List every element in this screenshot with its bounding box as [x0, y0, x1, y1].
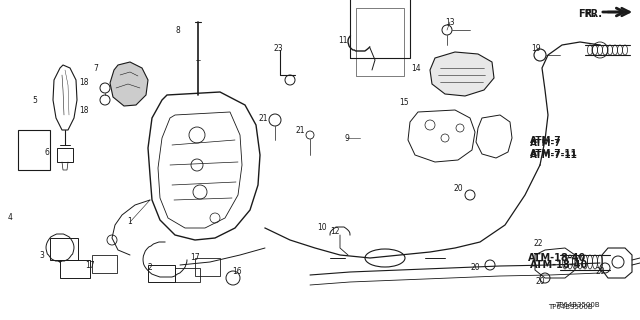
Text: 7: 7 [93, 63, 99, 73]
Text: 5: 5 [33, 95, 37, 105]
Text: 10: 10 [317, 223, 327, 233]
Bar [350, 0, 410, 58]
Text: 17: 17 [85, 260, 95, 269]
Text: 21: 21 [259, 114, 268, 123]
Text: 14: 14 [411, 63, 421, 73]
Text: 20: 20 [595, 268, 605, 276]
Text: 3: 3 [40, 251, 44, 260]
Text: 13: 13 [445, 18, 455, 27]
Text: FR.: FR. [584, 9, 602, 19]
Text: 15: 15 [399, 98, 409, 107]
Text: ATM-18-40: ATM-18-40 [530, 260, 588, 270]
Text: TP64B3500B: TP64B3500B [548, 304, 593, 310]
Text: 6: 6 [45, 148, 49, 156]
Text: 16: 16 [232, 268, 242, 276]
Text: 19: 19 [531, 44, 541, 52]
Bar [18, 130, 50, 170]
Text: 9: 9 [344, 133, 349, 142]
Text: FR.: FR. [578, 9, 596, 19]
Text: 20: 20 [453, 183, 463, 193]
Text: ATM-18-40: ATM-18-40 [528, 253, 586, 263]
Text: 18: 18 [79, 77, 89, 86]
Text: 20: 20 [470, 263, 480, 273]
Text: 21: 21 [295, 125, 305, 134]
Polygon shape [110, 62, 148, 106]
Text: 4: 4 [8, 213, 12, 222]
Text: 12: 12 [330, 228, 340, 236]
Text: 20: 20 [535, 277, 545, 286]
Text: 1: 1 [127, 218, 132, 227]
Polygon shape [430, 52, 494, 96]
Text: 11: 11 [339, 36, 348, 44]
Text: 23: 23 [273, 44, 283, 52]
Text: 17: 17 [190, 253, 200, 262]
Text: ATM-7-11: ATM-7-11 [530, 150, 578, 159]
Text: ATM-7-11: ATM-7-11 [530, 148, 578, 157]
Text: 22: 22 [533, 239, 543, 249]
Bar [356, 8, 404, 76]
Text: TP64B3500B: TP64B3500B [555, 302, 600, 308]
Text: ATM-7: ATM-7 [530, 139, 562, 148]
Text: ATM-7: ATM-7 [530, 135, 562, 145]
Text: 8: 8 [175, 26, 180, 35]
Text: 18: 18 [79, 106, 89, 115]
Text: 2: 2 [148, 263, 152, 273]
